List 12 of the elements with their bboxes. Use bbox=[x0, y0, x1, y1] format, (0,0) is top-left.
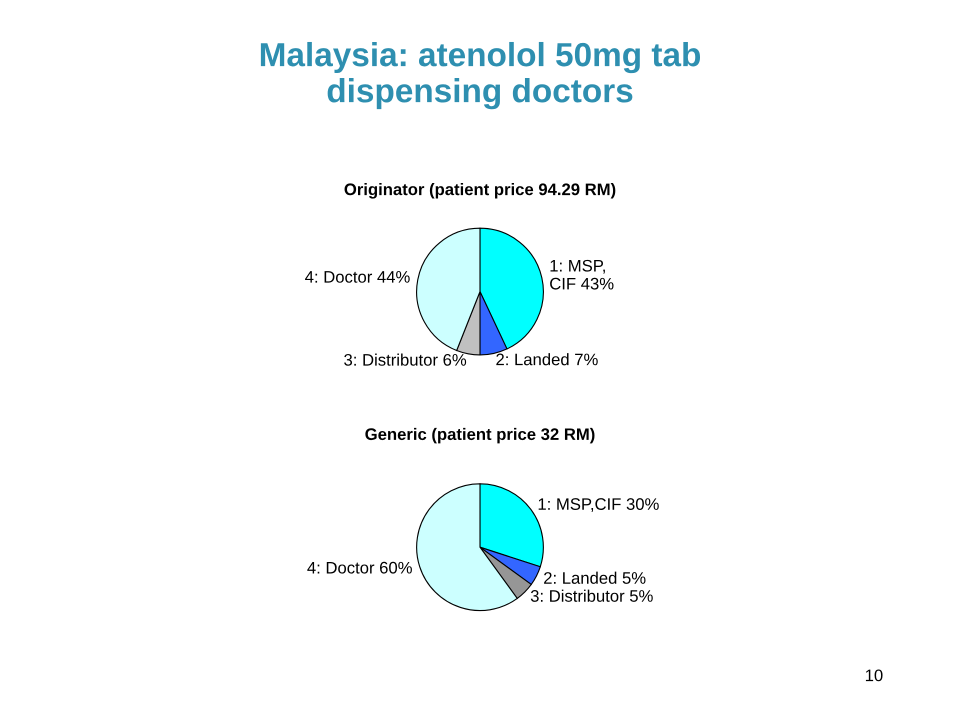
slice-label: 3: Distributor 6% bbox=[344, 354, 466, 366]
slice-label: 3: Distributor 5% bbox=[530, 590, 653, 602]
slice-label: 2: Landed 5% bbox=[544, 572, 646, 584]
chart-title: Generic (patient price 32 RM) bbox=[365, 428, 594, 444]
slice-label: 2: Landed 7% bbox=[496, 353, 598, 366]
slice-label: 1: MSP,CIF 30% bbox=[538, 498, 659, 512]
chart-subtitle: Originator (patient price 94.29 RM) bbox=[344, 182, 616, 199]
text: 10 bbox=[866, 669, 883, 682]
chart-title: Malaysia: atenolol 50mg tab dispensing doctors bbox=[260, 42, 700, 110]
slice-label: 4: Doctor 44% bbox=[305, 271, 410, 283]
slice-label: 4: Doctor 60% bbox=[307, 562, 412, 574]
slice-label: 1: MSP, CIF 43% bbox=[550, 260, 614, 290]
